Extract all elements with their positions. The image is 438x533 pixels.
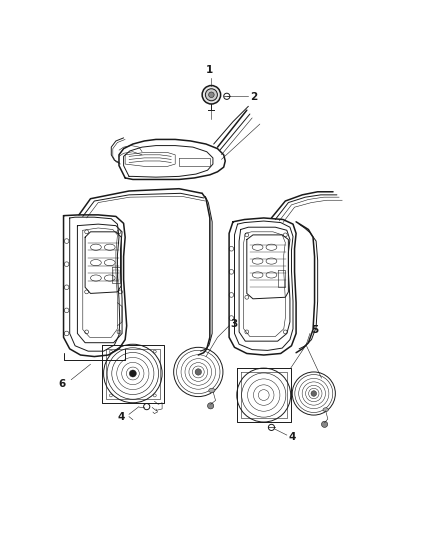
Circle shape	[321, 421, 328, 427]
Text: 5: 5	[311, 325, 319, 335]
Circle shape	[311, 391, 317, 397]
Ellipse shape	[209, 388, 215, 393]
Circle shape	[205, 89, 217, 101]
Text: 3: 3	[231, 319, 238, 329]
Circle shape	[208, 403, 214, 409]
Circle shape	[195, 369, 201, 375]
Text: 1: 1	[206, 64, 213, 75]
Text: 4: 4	[118, 411, 125, 422]
Text: 6: 6	[58, 378, 66, 389]
Circle shape	[202, 85, 221, 104]
Text: 2: 2	[250, 92, 257, 102]
Text: 4: 4	[288, 432, 296, 442]
Circle shape	[208, 92, 214, 98]
Ellipse shape	[323, 408, 328, 411]
Circle shape	[129, 370, 136, 377]
